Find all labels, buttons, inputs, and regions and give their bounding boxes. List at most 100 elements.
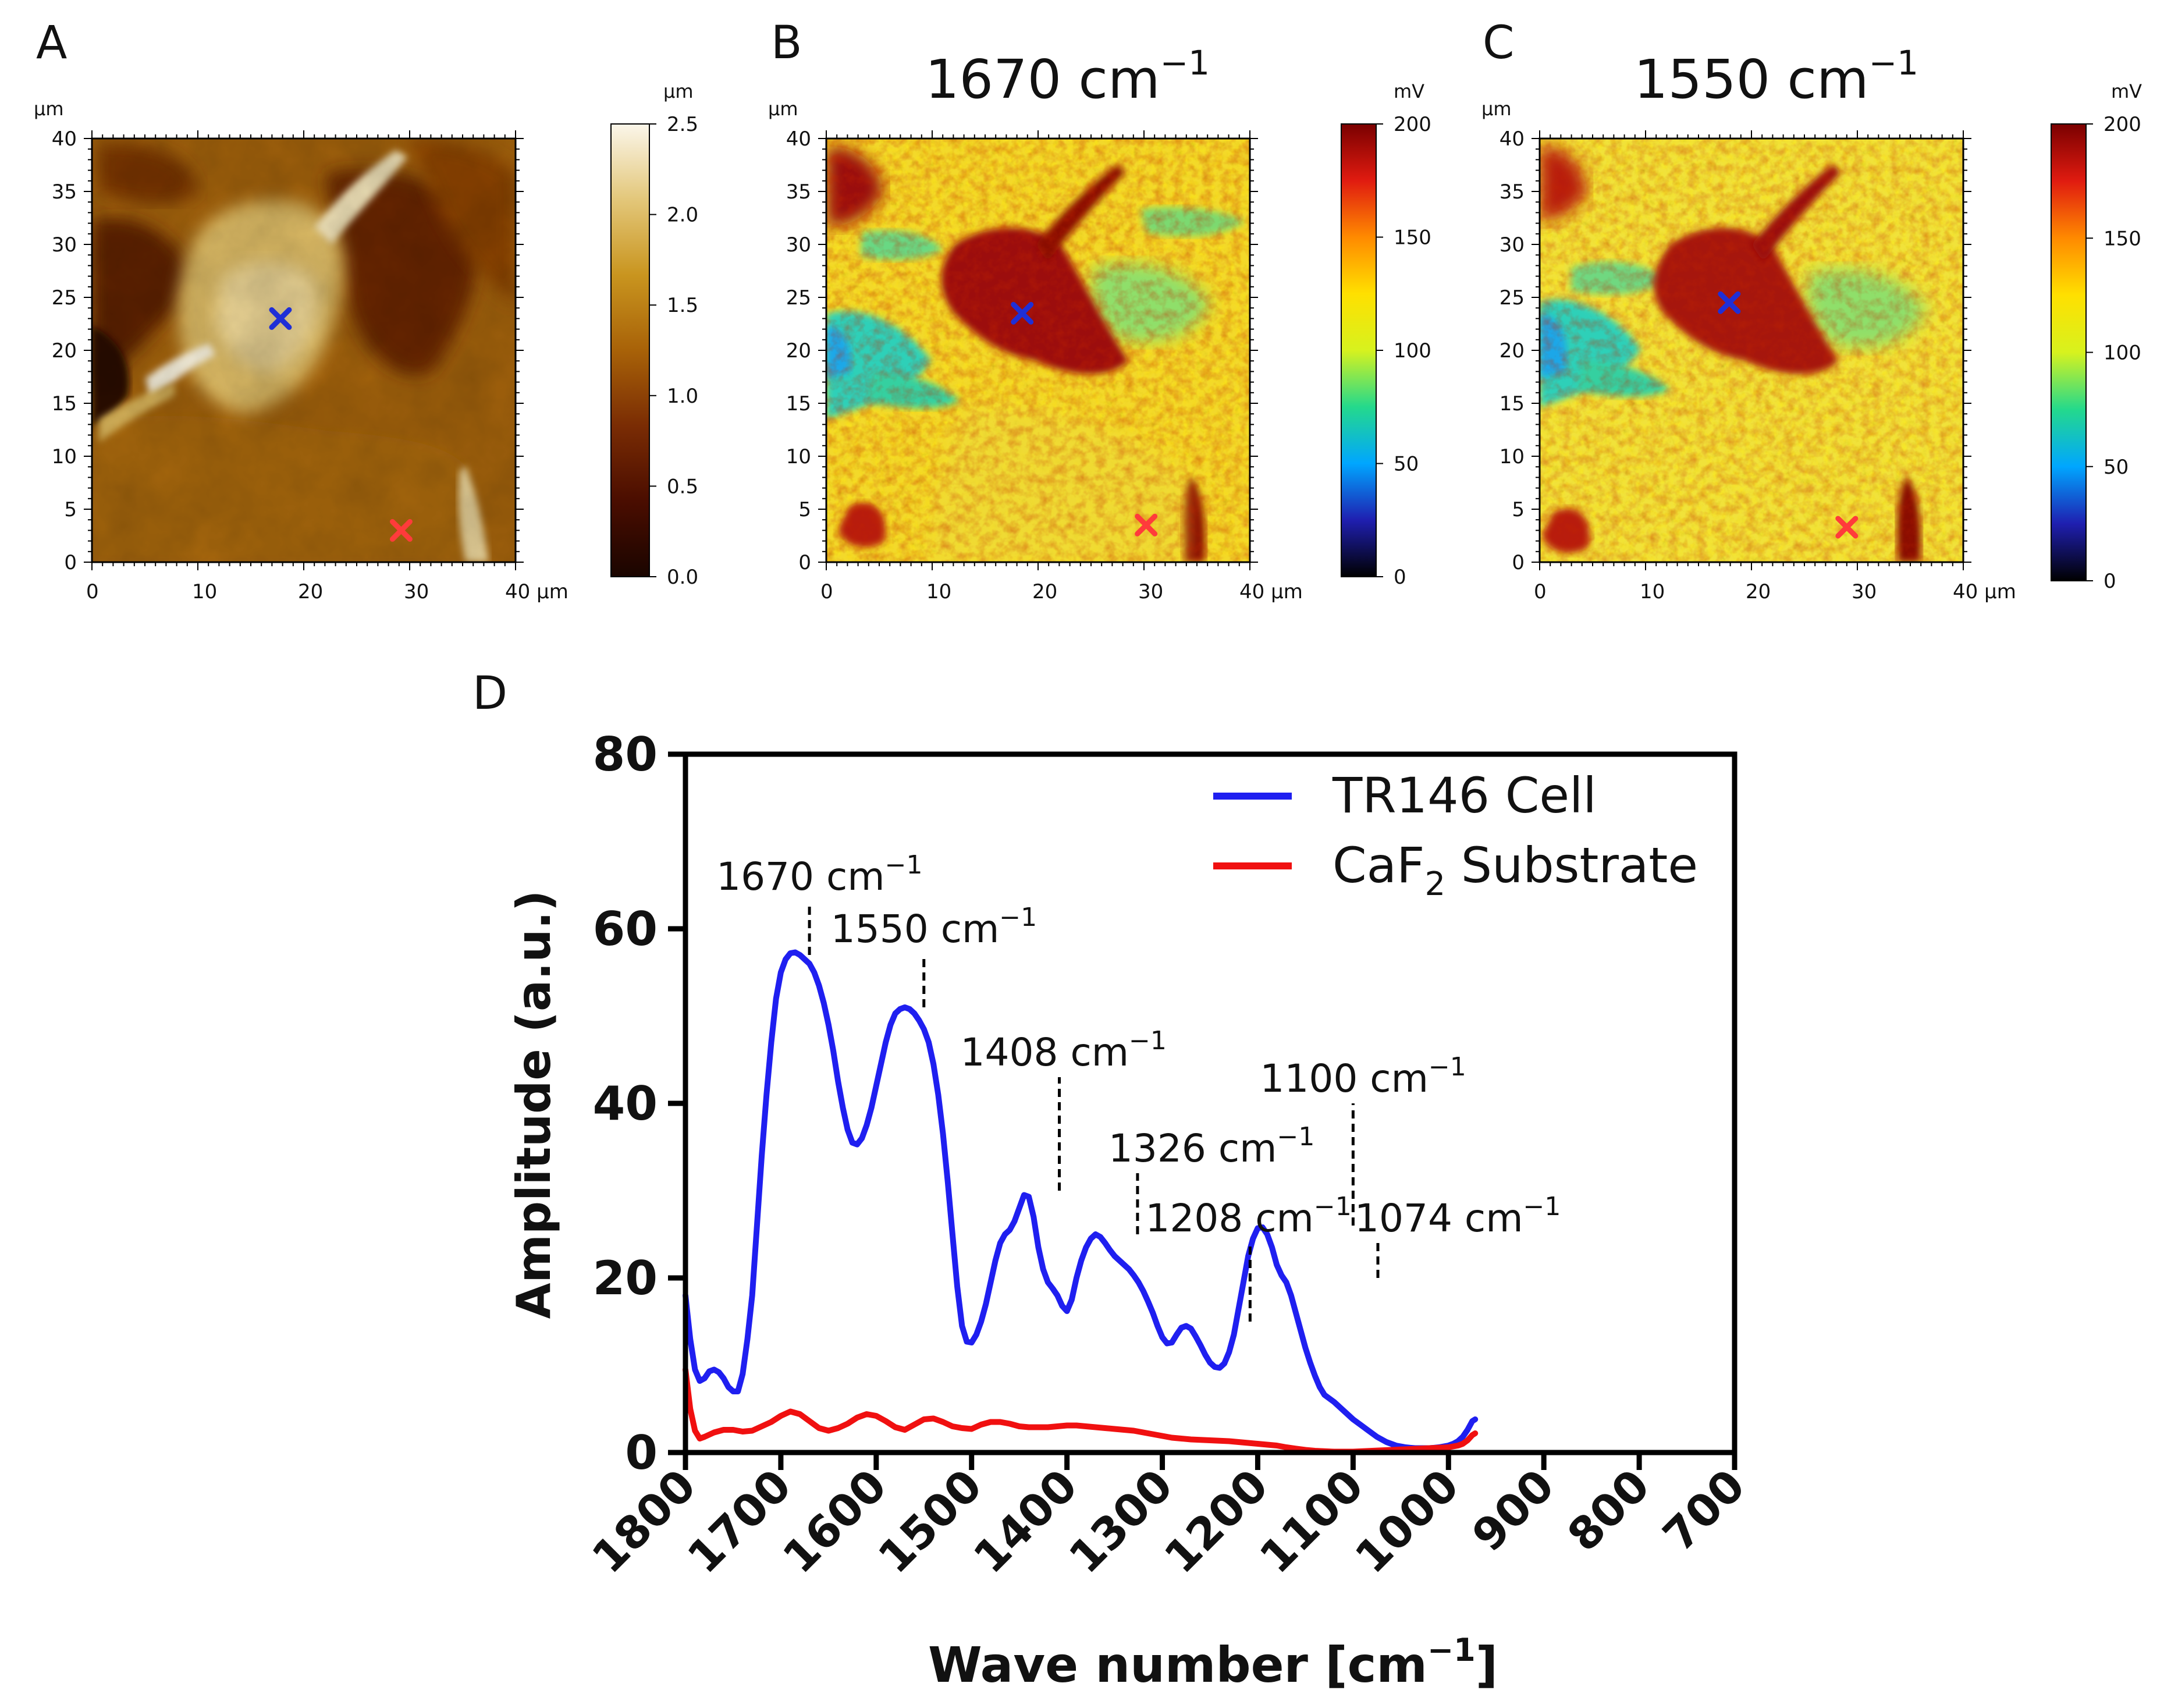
spectra-x-label-tail: ] [1476, 1636, 1498, 1693]
series-line-tr146-cell [683, 949, 1479, 1451]
ir-map-1670-colorbar [1341, 123, 1377, 577]
y-tick-label: 40 [1500, 127, 1525, 151]
afm-axes: 0 10 20 30 40 µm 0 5 10 15 20 25 30 35 40 µm [34, 98, 568, 603]
annotation-label: 1326 cm−1 [1108, 1122, 1314, 1171]
ir-map-1550-colorbar-unit: mV [2111, 80, 2142, 102]
x-tick-label: 40 µm [1239, 580, 1303, 603]
legend-label-caf2: CaF2 Substrate [1333, 837, 1698, 903]
y-tick-label: 5 [64, 498, 77, 521]
annotation-label: 1100 cm−1 [1260, 1052, 1466, 1101]
spectra-y-label: Amplitude (a.u.) [507, 890, 561, 1319]
marker-cell [269, 307, 292, 330]
colorbar-tick-label: 50 [1394, 453, 1419, 476]
colorbar-tick-label: 0 [2104, 570, 2116, 593]
y-tick-label: 20 [786, 339, 811, 363]
y-tick-label: 10 [52, 445, 77, 468]
x-tick-label: 1200 [1154, 1460, 1278, 1583]
spectra-axes-box [683, 751, 1737, 1455]
y-tick-label: 25 [1500, 286, 1525, 310]
colorbar-tick-label: 0.5 [667, 475, 698, 498]
marker-substrate [1135, 513, 1158, 537]
colorbar-tick-label: 200 [1394, 113, 1431, 136]
panel-a-afm-map: 0 10 20 30 40 µm 0 5 10 15 20 25 30 35 40 µm µm 0.0 0.5… [34, 80, 698, 603]
x-tick-label: 0 [1534, 580, 1547, 603]
y-tick-label: 20 [1500, 339, 1525, 363]
x-tick-label: 1600 [773, 1460, 897, 1583]
x-tick-label: 800 [1558, 1460, 1660, 1561]
y-tick-label: 20 [52, 339, 77, 363]
x-tick-label: 20 [1746, 580, 1771, 603]
panel-d-spectra: 0204060801800170016001500140013001200110… [507, 727, 1755, 1693]
y-tick-label: 0 [798, 551, 811, 574]
x-tick-label: 0 [820, 580, 833, 603]
y-tick-label: 80 [593, 727, 658, 782]
spectra-x-label-sup: −1 [1427, 1632, 1476, 1668]
y-tick-label: 0 [625, 1426, 658, 1480]
x-tick-label: 900 [1462, 1460, 1564, 1561]
y-tick-label: 0 [64, 551, 77, 574]
spectra-x-label: Wave number [cm−1] [928, 1632, 1498, 1693]
ir-map-1670-axes: 0 10 20 30 40 µm 0 5 10 15 20 25 30 35 40 µm [768, 98, 1303, 603]
ir-map-1670-colorbar-ticks: 0 50 100 150 200 [1376, 113, 1431, 589]
marker-cell [1718, 291, 1741, 314]
colorbar-tick-label: 50 [2104, 456, 2129, 479]
annotation-label: 1670 cm−1 [716, 850, 922, 899]
y-unit-label: µm [1481, 98, 1512, 120]
x-tick-label: 10 [926, 580, 951, 603]
x-tick-label: 1300 [1059, 1460, 1183, 1583]
panel-letter-a: A [36, 17, 67, 69]
x-tick-label: 1400 [964, 1460, 1088, 1583]
ir-map-1550-markers [1718, 291, 1859, 539]
colorbar-tick-label: 150 [2104, 227, 2141, 250]
colorbar-tick-label: 0 [1394, 566, 1406, 589]
ir-map-1550-axes: 0 10 20 30 40 µm 0 5 10 15 20 25 30 35 40 µm [1481, 98, 2016, 603]
panel-c-title: 1550 cm−1 [1634, 43, 1918, 111]
y-tick-label: 15 [52, 392, 77, 416]
x-tick-label: 1100 [1250, 1460, 1374, 1583]
colorbar-tick-label: 100 [1394, 339, 1431, 363]
ir-map-1670-markers [1011, 301, 1158, 537]
y-tick-label: 40 [786, 127, 811, 151]
panel-b-title-sup: −1 [1160, 43, 1210, 83]
ir-map-1670-colorbar-unit: mV [1394, 80, 1424, 102]
afm-colorbar-ticks: 0.0 0.5 1.0 1.5 2.0 2.5 [649, 113, 698, 589]
panel-letter-d: D [472, 667, 507, 720]
series-line-caf2-substrate [683, 1366, 1479, 1455]
marker-substrate [389, 519, 413, 542]
panel-b-ir-map: 1670 cm−1 0 10 20 30 40 µm 0 5 10 15 20 25 30 35 40 µm… [768, 43, 1431, 603]
colorbar-tick-label: 200 [2104, 113, 2141, 136]
x-tick-label: 40 µm [505, 580, 568, 603]
y-tick-label: 25 [786, 286, 811, 310]
y-tick-label: 35 [52, 180, 77, 204]
x-tick-label: 1500 [868, 1460, 992, 1583]
y-tick-label: 35 [1500, 180, 1525, 204]
x-tick-label: 0 [86, 580, 99, 603]
colorbar-tick-label: 150 [1394, 226, 1431, 250]
y-tick-label: 40 [52, 127, 77, 151]
spectra-legend: TR146 Cell CaF2 Substrate [1213, 767, 1698, 903]
panel-b-title: 1670 cm−1 [925, 43, 1210, 111]
annotation-label: 1208 cm−1 [1145, 1192, 1351, 1241]
panel-c-ir-map: 1550 cm−1 0 10 20 30 40 µm 0 5 10 15 20 25 30 35 40 µm… [1481, 43, 2142, 603]
afm-colorbar [610, 123, 650, 577]
x-tick-label: 30 [1852, 580, 1877, 603]
y-tick-label: 30 [786, 233, 811, 257]
y-tick-label: 5 [798, 498, 811, 521]
y-tick-label: 40 [593, 1077, 658, 1131]
y-tick-label: 60 [593, 902, 658, 956]
panel-letters: A B C D [36, 17, 1514, 720]
colorbar-tick-label: 0.0 [667, 566, 698, 589]
ir-map-1550-image [1540, 139, 1963, 562]
x-tick-label: 20 [1032, 580, 1057, 603]
ir-map-1550-colorbar-ticks: 0 50 100 150 200 [2086, 113, 2141, 593]
x-tick-label: 40 µm [1953, 580, 2016, 603]
ir-map-1670-image [826, 139, 1250, 562]
ir-map-1550-colorbar [2051, 123, 2087, 581]
panel-c-title-sup: −1 [1869, 43, 1919, 83]
legend-label-caf2-sub: 2 [1424, 865, 1445, 903]
colorbar-tick-label: 1.5 [667, 294, 698, 317]
y-unit-label: µm [768, 98, 798, 120]
colorbar-tick-label: 2.0 [667, 204, 698, 227]
y-tick-label: 30 [1500, 233, 1525, 257]
